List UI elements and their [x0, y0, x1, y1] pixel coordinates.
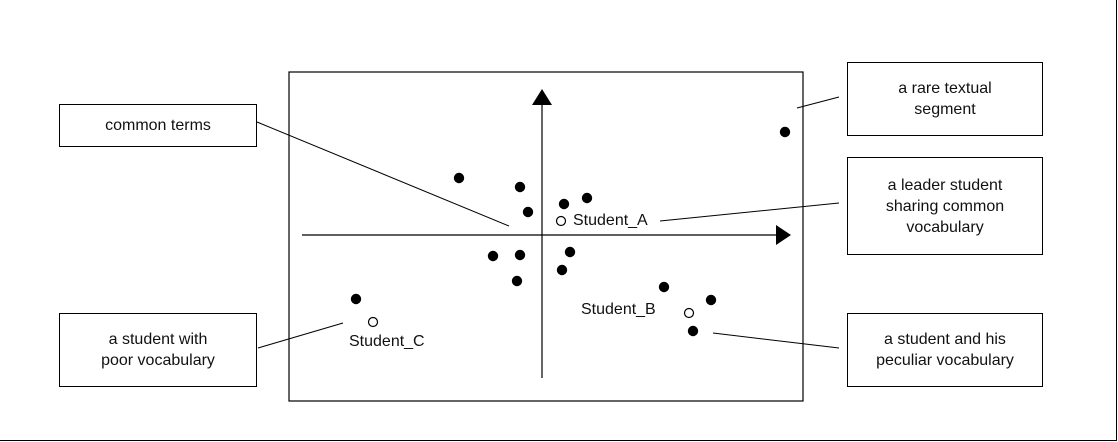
student-b-point: [683, 307, 695, 319]
term-point: [514, 249, 526, 261]
term-point: [558, 198, 570, 210]
student-c-point: [367, 316, 379, 328]
leader-line-common-terms: [256, 121, 510, 227]
student-a-label: Student_A: [573, 212, 648, 229]
leader-line-poor-vocab: [257, 322, 344, 349]
callout-poor-vocab: a student with poor vocabulary: [59, 313, 257, 387]
term-point: [453, 172, 465, 184]
plot-area: [288, 71, 804, 402]
callout-common-terms: common terms: [59, 104, 257, 147]
term-point: [511, 275, 523, 287]
term-point: [564, 246, 576, 258]
term-point: [705, 294, 717, 306]
callout-leader-student: a leader student sharing common vocabula…: [847, 157, 1043, 255]
term-point: [658, 281, 670, 293]
y-axis-arrowhead: [532, 89, 552, 105]
callout-rare-segment: a rare textual segment: [847, 62, 1043, 136]
term-point: [514, 181, 526, 193]
student-c-label: Student_C: [349, 333, 425, 350]
term-point: [487, 250, 499, 262]
term-point: [581, 192, 593, 204]
leader-line-leader-student: [659, 202, 840, 222]
student-b-label: Student_B: [581, 301, 656, 318]
term-point: [522, 206, 534, 218]
term-point: [556, 264, 568, 276]
student-a-point: [555, 215, 567, 227]
x-axis-arrowhead: [776, 225, 791, 245]
callout-peculiar-vocab: a student and his peculiar vocabulary: [847, 313, 1043, 387]
leader-line-peculiar-vocab: [712, 332, 840, 349]
term-point: [687, 325, 699, 337]
leader-line-rare-segment: [796, 96, 840, 109]
term-point: [350, 293, 362, 305]
rare-term-point: [779, 126, 791, 138]
